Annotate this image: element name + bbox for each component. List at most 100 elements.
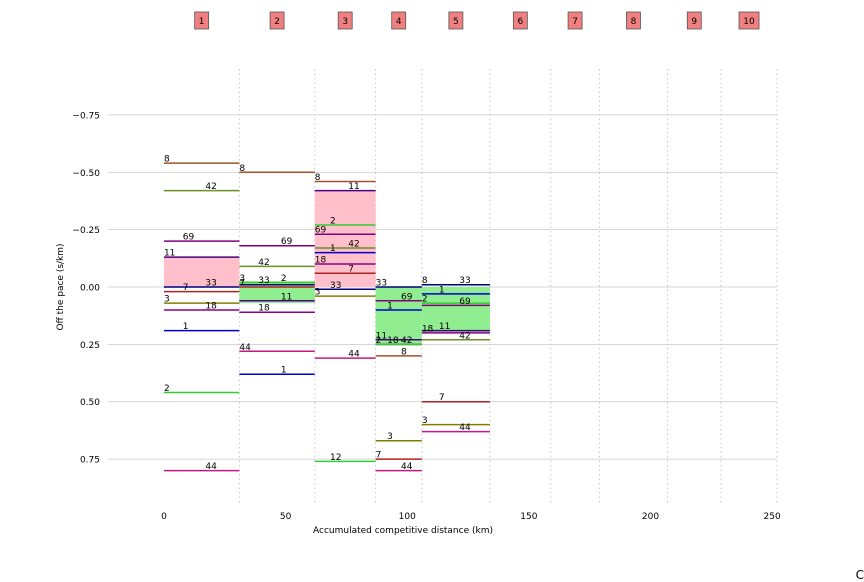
driver-label: 3 bbox=[387, 432, 393, 442]
driver-label: 44 bbox=[239, 343, 251, 353]
y-axis-label: Off the pace (s/km) bbox=[56, 243, 66, 330]
driver-label: 44 bbox=[205, 462, 217, 472]
driver-label: 8 bbox=[401, 347, 407, 357]
stage-label-box bbox=[567, 11, 583, 30]
driver-label: 42 bbox=[258, 258, 269, 268]
corner-text: C bbox=[855, 568, 864, 582]
driver-label: 18 bbox=[315, 256, 327, 266]
driver-label: 33 bbox=[258, 276, 269, 286]
driver-label: 33 bbox=[459, 276, 470, 286]
driver-label: 1 bbox=[281, 366, 287, 376]
stage-label-boxes: 1 2 3 4 5 6 7 8 9 10 bbox=[194, 11, 760, 30]
y-tick-label: 0.25 bbox=[80, 341, 100, 351]
stage-label: 8 bbox=[631, 17, 637, 27]
driver-label: 2 bbox=[422, 295, 428, 305]
driver-label: 1 bbox=[439, 285, 445, 295]
stage-label-box bbox=[194, 11, 210, 30]
driver-label: 42 bbox=[401, 336, 412, 346]
driver-label: 2 bbox=[164, 384, 170, 394]
driver-label: 2 bbox=[330, 217, 336, 227]
driver-label: 11 bbox=[348, 182, 359, 192]
driver-label: 11 bbox=[281, 292, 292, 302]
stage-band bbox=[314, 190, 376, 287]
driver-label: 18 bbox=[205, 301, 217, 311]
driver-label: 7 bbox=[183, 283, 189, 293]
driver-label: 42 bbox=[459, 331, 470, 341]
x-tick-label: 150 bbox=[520, 512, 537, 522]
stage-label: 7 bbox=[572, 17, 578, 27]
driver-label: 8 bbox=[239, 164, 245, 174]
stage-band bbox=[375, 287, 422, 345]
stage-label: 2 bbox=[274, 17, 280, 27]
stage-label: 1 bbox=[199, 17, 205, 27]
stage-label-box bbox=[337, 11, 353, 30]
driver-label: 1 bbox=[183, 322, 189, 332]
driver-label: 42 bbox=[205, 182, 216, 192]
driver-label: 69 bbox=[459, 297, 471, 307]
stage-band bbox=[163, 257, 240, 287]
driver-label: 1 bbox=[387, 301, 393, 311]
x-tick-label: 50 bbox=[280, 512, 292, 522]
stage-label-box bbox=[626, 11, 641, 30]
x-tick-label: 100 bbox=[399, 512, 416, 522]
stage-label-box bbox=[512, 11, 528, 30]
x-tick-label: 200 bbox=[642, 512, 659, 522]
y-tick-label: 0.00 bbox=[80, 284, 100, 294]
driver-label: 18 bbox=[422, 324, 434, 334]
driver-label: 18 bbox=[258, 304, 270, 314]
y-tick-label: −0.25 bbox=[72, 226, 100, 236]
driver-label: 33 bbox=[205, 279, 216, 289]
y-tick-label: −0.75 bbox=[72, 111, 100, 121]
stage-label: 4 bbox=[396, 17, 402, 27]
driver-label: 7 bbox=[376, 451, 382, 461]
stage-label-box bbox=[738, 11, 760, 30]
driver-label: 69 bbox=[401, 292, 413, 302]
driver-label: 33 bbox=[330, 281, 341, 291]
x-axis: 0 50 100 150 200 250 bbox=[161, 512, 781, 522]
driver-label: 44 bbox=[401, 462, 413, 472]
driver-label: 69 bbox=[183, 233, 195, 243]
driver-label: 7 bbox=[239, 279, 245, 289]
driver-label: 7 bbox=[439, 393, 445, 403]
stage-label-box bbox=[269, 11, 285, 30]
driver-label: 2 bbox=[376, 336, 382, 346]
driver-label: 11 bbox=[376, 331, 387, 341]
x-axis-label: Accumulated competitive distance (km) bbox=[313, 526, 493, 536]
y-tick-label: 0.75 bbox=[80, 456, 100, 466]
stage-label: 10 bbox=[743, 17, 755, 27]
driver-label: 8 bbox=[422, 276, 428, 286]
stage-label: 9 bbox=[691, 17, 697, 27]
driver-label: 8 bbox=[315, 173, 321, 183]
driver-label: 12 bbox=[330, 453, 341, 463]
y-axis: −0.75 −0.50 −0.25 0.00 0.25 0.50 0.75 bbox=[72, 111, 100, 465]
driver-label: 3 bbox=[164, 295, 170, 305]
driver-label: 44 bbox=[348, 350, 360, 360]
driver-label: 11 bbox=[439, 322, 450, 332]
driver-label: 1 bbox=[330, 244, 336, 254]
driver-label: 69 bbox=[281, 237, 293, 247]
driver-label: 3 bbox=[422, 416, 428, 426]
driver-label: 69 bbox=[315, 226, 327, 236]
y-tick-label: 0.50 bbox=[80, 398, 100, 408]
stage-label-box bbox=[391, 11, 407, 30]
driver-label: 7 bbox=[348, 265, 354, 275]
stage-label: 5 bbox=[453, 17, 459, 27]
driver-label: 8 bbox=[164, 155, 170, 165]
driver-label: 3 bbox=[315, 288, 321, 298]
driver-label: 33 bbox=[376, 279, 387, 289]
x-tick-label: 250 bbox=[764, 512, 781, 522]
driver-label: 44 bbox=[459, 423, 471, 433]
x-tick-label: 0 bbox=[161, 512, 167, 522]
stage-band bbox=[421, 287, 490, 333]
driver-label: 18 bbox=[387, 336, 399, 346]
y-tick-label: −0.50 bbox=[72, 169, 100, 179]
stage-label: 3 bbox=[342, 17, 348, 27]
stage-label-box bbox=[686, 11, 702, 30]
driver-label: 42 bbox=[348, 239, 359, 249]
stage-band bbox=[239, 282, 315, 304]
stage-label: 6 bbox=[517, 17, 523, 27]
driver-label: 2 bbox=[281, 274, 287, 284]
driver-label: 3 bbox=[239, 274, 245, 284]
